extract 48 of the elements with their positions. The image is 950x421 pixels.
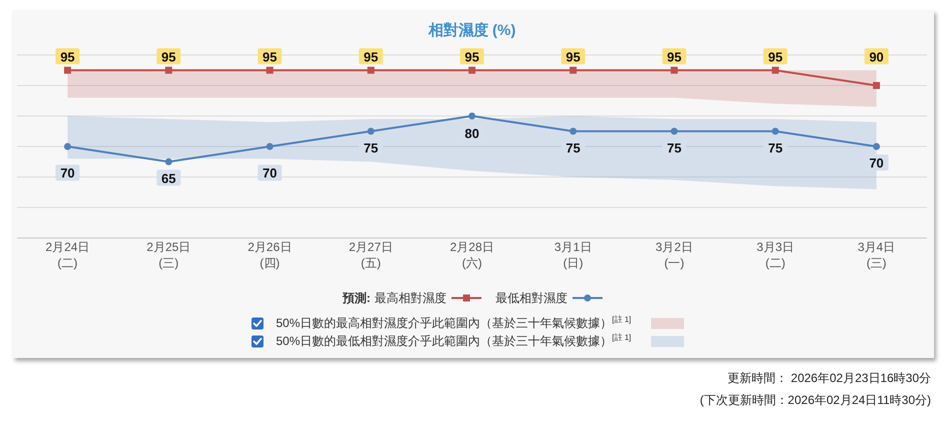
data-label: 95	[464, 49, 480, 64]
data-label: 95	[561, 48, 586, 64]
data-label: 70	[262, 166, 278, 181]
data-label: 75	[566, 140, 580, 156]
legend-label: 最低相對濕度	[496, 291, 568, 305]
xtick-label: 2月24日 (二)	[46, 240, 90, 270]
data-label: 95	[364, 49, 378, 64]
data-label: 65	[161, 170, 176, 186]
data-label: 80	[464, 126, 480, 142]
data-label: 95	[763, 48, 788, 64]
legend-label: 最高相對濕度	[374, 291, 446, 305]
data-label: 70	[869, 156, 884, 170]
xtick-label: 3月4日 (三)	[858, 240, 896, 270]
data-label: 95	[666, 49, 682, 64]
data-label: 90	[869, 49, 884, 64]
data-label: 95	[258, 48, 282, 64]
band-legend-text: 50%日數的最低相對濕度介乎此範圍內（基於三十年氣候數據）$^{[註 1]}$	[276, 332, 632, 350]
data-label: 95	[60, 49, 75, 64]
xtick-label: 3月1日 (日)	[554, 240, 592, 270]
legend-title: 預測:	[342, 291, 370, 305]
data-label: 65	[156, 170, 181, 186]
data-label: 75	[768, 140, 783, 156]
band-legend-text: 50%日數的最高相對濕度介乎此範圍內（基於三十年氣候數據）$^{[註 1]}$	[276, 314, 632, 332]
xtick-label: 2月27日 (五)	[348, 240, 393, 270]
xtick-label: 3月3日 (二)	[756, 240, 794, 270]
data-label: 75	[364, 140, 378, 156]
data-label: 70	[60, 166, 75, 181]
data-label: 95	[460, 48, 484, 64]
xtick-label: 2月28日 (六)	[450, 240, 494, 270]
note: (下次更新時間：2026年02月24日11時30分)	[700, 392, 931, 408]
title: 相對濕度 (%)	[428, 22, 516, 39]
data-label: 95	[662, 48, 686, 64]
data-label: 95	[768, 49, 783, 64]
data-label: 95	[161, 49, 176, 64]
data-label: 95	[358, 48, 383, 64]
data-label: 70	[56, 164, 80, 181]
data-label: 75	[666, 140, 682, 156]
data-label: 95	[156, 48, 181, 64]
data-label: 70	[258, 164, 282, 181]
xtick-label: 2月25日 (三)	[146, 240, 191, 270]
xtick-label: 3月2日 (一)	[656, 240, 693, 270]
xtick-label: 2月26日 (四)	[248, 240, 292, 270]
data-label: 95	[566, 49, 580, 64]
data-label: 95	[262, 49, 278, 64]
data-label: 95	[56, 48, 80, 64]
data-label: 90	[864, 48, 888, 64]
data-label: 80	[460, 125, 484, 142]
note: 更新時間： 2026年02月23日16時30分	[728, 370, 931, 386]
